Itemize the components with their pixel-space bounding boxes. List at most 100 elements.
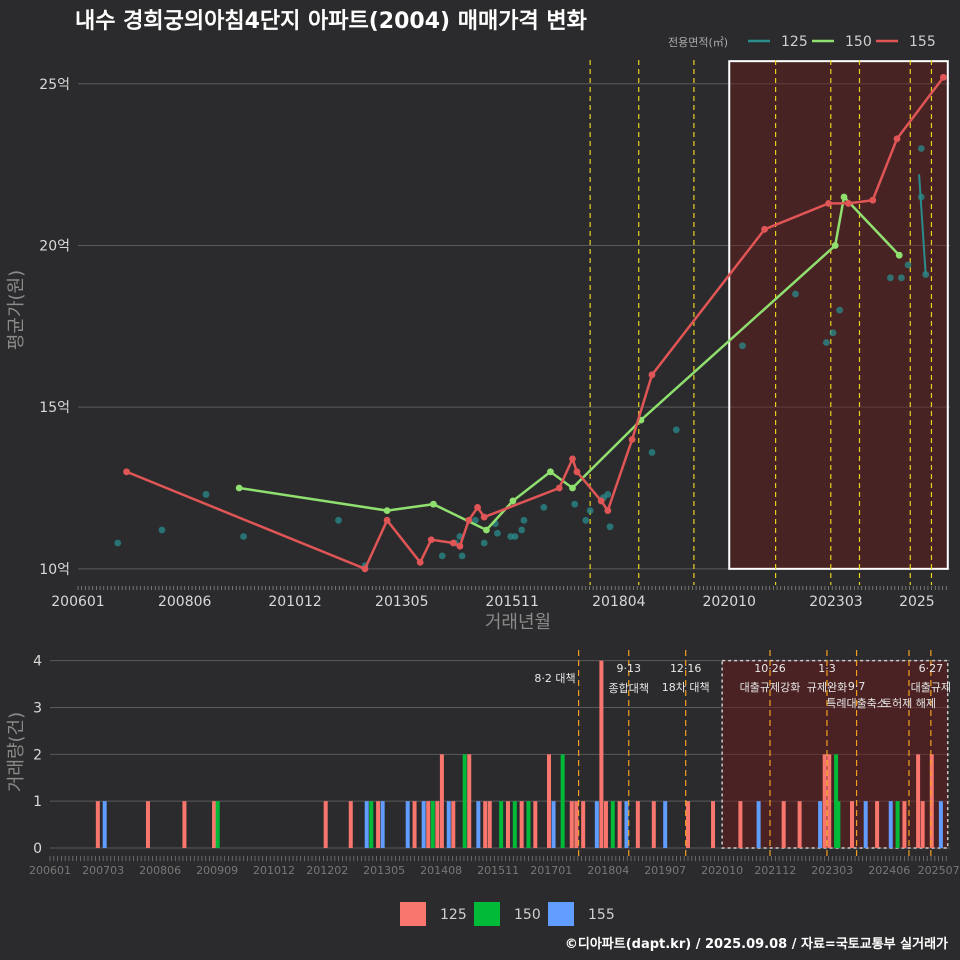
x-tick-label: 201012 — [268, 594, 321, 610]
volume-bar-125 — [348, 801, 353, 848]
data-point-155 — [480, 513, 488, 521]
volume-bar-125 — [635, 801, 640, 848]
highlight-box — [728, 60, 949, 570]
volume-bar-155 — [756, 801, 761, 848]
volume-x-tick-label: 200909 — [196, 864, 238, 877]
volume-bar-125 — [916, 754, 921, 848]
volume-bar-125 — [212, 801, 217, 848]
volume-x-tick-label: 200601 — [29, 864, 71, 877]
x-tick-label: 201511 — [485, 594, 538, 610]
policy-label: 대출규제강화 — [740, 681, 801, 694]
data-point-150 — [383, 507, 391, 515]
data-point-125 — [540, 503, 548, 511]
volume-x-tick-label: 202112 — [754, 864, 796, 877]
data-point-150 — [430, 500, 437, 508]
data-point-155 — [474, 503, 481, 511]
volume-bar-155 — [380, 801, 385, 848]
volume-bar-125 — [439, 754, 444, 848]
x-tick-label: 201804 — [592, 594, 646, 610]
volume-bar-155 — [405, 801, 410, 848]
volume-x-tick-label: 201202 — [306, 864, 348, 877]
data-point-150 — [547, 468, 554, 476]
data-point-125 — [606, 523, 614, 531]
volume-bar-150 — [369, 801, 374, 848]
volume-bar-125 — [902, 801, 907, 848]
volume-bar-155 — [102, 801, 107, 848]
policy-label: 18차 대책 — [662, 681, 710, 694]
x-tick-label: 2025 — [899, 594, 935, 610]
volume-bar-150 — [215, 801, 220, 848]
data-point-155 — [416, 558, 424, 566]
policy-date: 9·7 — [848, 680, 866, 693]
data-point-150 — [235, 484, 243, 492]
volume-legend-label-155: 155 — [588, 907, 615, 923]
volume-bar-125 — [875, 801, 880, 848]
y-tick-label: 15억 — [39, 400, 70, 416]
volume-x-tick-label: 202010 — [701, 864, 743, 877]
data-point-150 — [895, 251, 903, 259]
volume-bar-125 — [797, 801, 802, 848]
data-point-155 — [939, 73, 947, 81]
volume-x-tick-label: 201408 — [420, 864, 462, 877]
policy-label: 규제완화 — [807, 681, 847, 694]
data-point-125 — [520, 516, 528, 524]
chart-title: 내수 경희궁의아침4단지 아파트(2004) 매매가격 변화 — [75, 9, 587, 34]
volume-legend-label-150: 150 — [514, 907, 541, 923]
volume-legend-swatch-125 — [400, 902, 426, 926]
volume-bar-125 — [487, 801, 492, 848]
volume-x-tick-label: 201907 — [644, 864, 686, 877]
data-point-155 — [648, 371, 656, 379]
volume-bar-125 — [467, 754, 472, 848]
data-point-125 — [240, 533, 247, 540]
data-point-125 — [886, 274, 894, 282]
data-point-125 — [571, 500, 579, 508]
data-point-155 — [573, 468, 581, 476]
volume-x-tick-label: 201804 — [587, 864, 629, 877]
data-point-125 — [822, 339, 830, 346]
data-point-125 — [202, 491, 210, 498]
volume-y-tick-label: 1 — [33, 794, 42, 810]
volume-y-tick-label: 2 — [33, 747, 42, 763]
data-point-155 — [761, 225, 768, 233]
data-point-155 — [604, 507, 612, 515]
data-point-125 — [438, 552, 446, 560]
policy-label: 종합대책 — [608, 682, 648, 695]
volume-bar-125 — [781, 801, 786, 848]
volume-y-tick-label: 4 — [33, 654, 42, 670]
data-point-155 — [845, 200, 852, 207]
volume-bar-125 — [822, 754, 827, 848]
data-point-125 — [792, 290, 799, 298]
x-tick-label: 200601 — [51, 594, 104, 610]
data-point-155 — [361, 565, 369, 573]
data-point-125 — [158, 526, 166, 534]
data-point-155 — [569, 455, 576, 463]
policy-date: 1·3 — [818, 662, 836, 675]
data-point-125 — [836, 306, 844, 314]
volume-y-tick-label: 0 — [33, 841, 42, 857]
data-point-155 — [383, 516, 391, 524]
x-tick-label: 202303 — [809, 594, 862, 610]
data-point-155 — [123, 468, 130, 476]
volume-bar-150 — [836, 801, 841, 848]
policy-label: 대출규제 — [911, 681, 951, 694]
data-point-125 — [904, 261, 912, 269]
policy-date: 12·16 — [670, 662, 702, 675]
data-point-155 — [893, 135, 901, 143]
policy-date: 6·27 — [919, 662, 944, 675]
y-tick-label: 10억 — [39, 562, 70, 578]
x-tick-label: 201305 — [375, 594, 428, 610]
volume-bar-150 — [499, 801, 504, 848]
data-point-125 — [582, 516, 590, 524]
volume-bar-155 — [624, 801, 629, 848]
volume-bar-155 — [421, 801, 426, 848]
volume-x-tick-label: 200703 — [82, 864, 124, 877]
x-tick-label: 202010 — [703, 594, 756, 610]
volume-bar-125 — [599, 660, 604, 848]
volume-x-tick-label: 200806 — [139, 864, 181, 877]
legend-title: 전용면적(㎡) — [668, 36, 728, 49]
x-tick-label: 200806 — [158, 594, 212, 610]
data-point-150 — [831, 242, 839, 249]
data-point-155 — [465, 516, 473, 524]
data-point-155 — [449, 539, 457, 547]
